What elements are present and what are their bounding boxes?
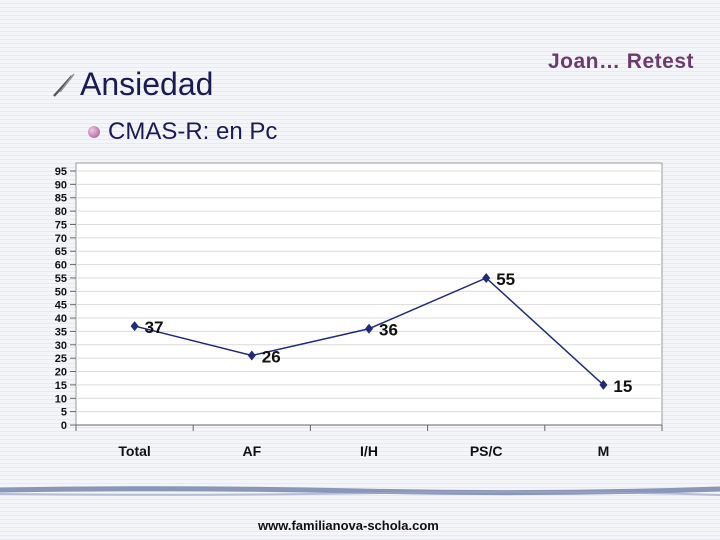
- data-point: [599, 379, 608, 390]
- y-tick-label: 10: [55, 393, 67, 405]
- slide-title: Ansiedad: [80, 66, 214, 102]
- presenter-name: Joan… Retest: [547, 50, 694, 73]
- data-point: [365, 323, 373, 334]
- y-tick-label: 50: [55, 286, 67, 298]
- slide-title-row: Ansiedad: [52, 66, 213, 103]
- data-point: [130, 321, 139, 332]
- x-tick-label: M: [598, 443, 610, 459]
- data-label: 37: [145, 318, 164, 337]
- y-tick-label: 65: [55, 246, 67, 258]
- y-tick-label: 95: [55, 166, 67, 178]
- y-tick-label: 30: [55, 340, 67, 352]
- bullet-row: CMAS-R: en Pc: [88, 118, 277, 146]
- data-label: 26: [262, 347, 281, 366]
- data-label: 36: [379, 321, 398, 340]
- y-tick-label: 60: [55, 260, 67, 272]
- data-label: 15: [613, 377, 632, 396]
- y-tick-label: 35: [55, 326, 67, 338]
- x-tick-label: I/H: [360, 443, 378, 459]
- slide-subtitle: CMAS-R: en Pc: [108, 118, 278, 145]
- y-tick-label: 90: [55, 179, 67, 191]
- x-tick-label: Total: [118, 443, 150, 459]
- y-tick-label: 40: [55, 313, 67, 325]
- data-point: [482, 272, 491, 283]
- y-tick-label: 70: [55, 233, 67, 245]
- footer-band: [0, 486, 720, 496]
- y-tick-label: 80: [55, 206, 67, 218]
- data-point: [247, 350, 256, 361]
- y-tick-label: 15: [55, 380, 67, 392]
- y-tick-label: 45: [55, 300, 67, 312]
- plot-area: [75, 162, 663, 426]
- footer-url: www.familianova-schola.com: [258, 518, 439, 533]
- y-tick-label: 5: [61, 407, 67, 419]
- bullet-icon: [88, 126, 100, 138]
- data-label: 55: [496, 270, 515, 289]
- y-tick-label: 25: [55, 353, 67, 365]
- x-tick-label: PS/C: [470, 443, 503, 459]
- y-tick-label: 20: [55, 367, 67, 379]
- quill-icon: [53, 73, 75, 97]
- y-tick-label: 0: [61, 420, 67, 432]
- y-tick-label: 85: [55, 193, 67, 205]
- x-tick-label: AF: [242, 443, 261, 459]
- y-tick-label: 55: [55, 273, 67, 285]
- y-tick-label: 75: [55, 219, 67, 231]
